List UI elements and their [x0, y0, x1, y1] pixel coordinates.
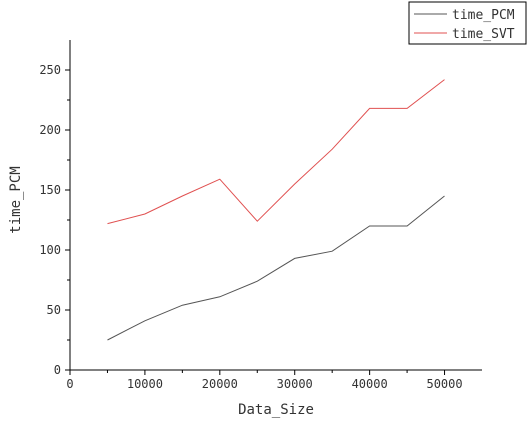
x-tick-label: 40000 [352, 377, 388, 391]
legend: time_PCM time_SVT [408, 1, 527, 45]
legend-label-time-pcm: time_PCM [452, 8, 515, 23]
x-tick-label: 20000 [202, 377, 238, 391]
x-axis-title: Data_Size [238, 402, 314, 418]
legend-label-time-svt: time_SVT [452, 27, 515, 42]
series-line-time-svt [107, 79, 445, 225]
y-tick-label: 100 [39, 243, 61, 257]
x-tick-label: 30000 [277, 377, 313, 391]
y-tick-label: 200 [39, 123, 61, 137]
series-layer [107, 79, 445, 341]
y-tick-label: 50 [47, 303, 61, 317]
x-tick-label: 50000 [426, 377, 462, 391]
y-axis-title: time_PCM [8, 166, 24, 233]
legend-box [408, 1, 527, 45]
axes: 0 10000 20000 30000 40000 50000 0 50 100 150 200 25… [39, 40, 482, 391]
x-tick-label: 0 [66, 377, 73, 391]
y-tick-label: 250 [39, 63, 61, 77]
y-tick-label: 0 [54, 363, 61, 377]
y-tick-label: 150 [39, 183, 61, 197]
x-tick-label: 10000 [127, 377, 163, 391]
series-line-time-pcm [107, 195, 445, 341]
